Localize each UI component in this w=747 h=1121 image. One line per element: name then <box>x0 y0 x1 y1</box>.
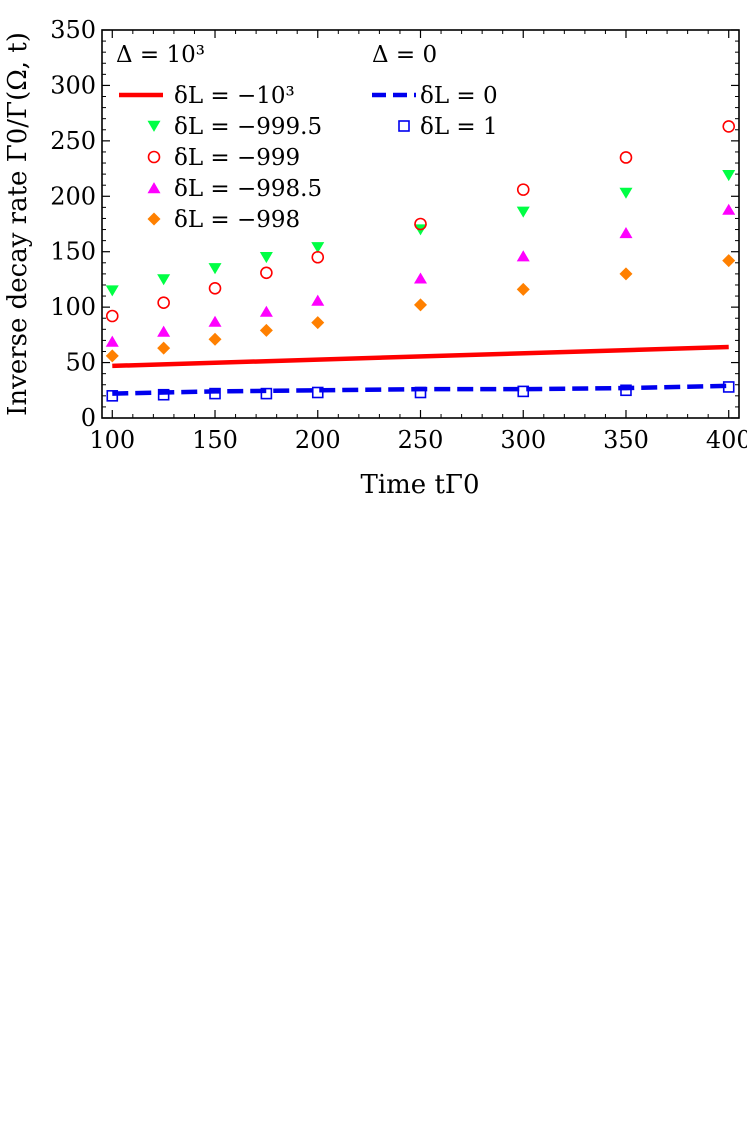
data-point-delta-l-minus-999 <box>208 281 222 295</box>
legend-label: δL = −999 <box>174 145 300 171</box>
legend-swatch <box>147 182 161 194</box>
data-point-delta-l-1 <box>620 384 632 397</box>
data-point-delta-l-minus-999 <box>619 151 633 164</box>
data-point-delta-l-1 <box>209 387 221 400</box>
x-tick-label: 100 <box>89 426 135 454</box>
y-tick-label: 300 <box>50 71 96 99</box>
data-point-delta-l-1 <box>517 385 530 398</box>
data-point-delta-l-minus-998.5 <box>157 325 171 337</box>
y-tick-label: 50 <box>65 349 96 377</box>
series-line-delta-l-0 <box>112 383 729 396</box>
series-line-delta-l-minus-10 <box>112 344 729 369</box>
legend-swatch <box>147 150 161 164</box>
data-point-delta-l-1 <box>157 388 170 401</box>
data-point-delta-l-minus-999.5 <box>259 252 273 264</box>
data-point-delta-l-minus-999.5 <box>157 274 171 286</box>
y-tick-label: 100 <box>50 293 96 321</box>
data-point-delta-l-minus-998 <box>105 349 119 363</box>
x-tick-label: 250 <box>398 426 444 454</box>
data-point-delta-l-minus-999 <box>311 250 325 264</box>
x-tick-label: 400 <box>706 426 747 454</box>
data-point-delta-l-minus-999 <box>722 120 736 133</box>
data-point-delta-l-minus-999.5 <box>311 242 325 254</box>
data-point-delta-l-minus-999.5 <box>722 170 736 182</box>
data-point-delta-l-1 <box>260 387 273 400</box>
data-point-delta-l-minus-998.5 <box>414 272 427 284</box>
data-point-delta-l-minus-998 <box>516 282 530 296</box>
data-point-delta-l-1 <box>414 386 427 399</box>
data-point-delta-l-minus-998.5 <box>208 315 222 327</box>
data-point-delta-l-minus-999.5 <box>619 187 633 199</box>
data-point-delta-l-minus-998 <box>414 298 427 312</box>
legend-label: δL = 0 <box>420 83 498 109</box>
legend-swatch <box>147 212 161 226</box>
legend-label: δL = 1 <box>420 114 498 140</box>
data-point-delta-l-minus-998 <box>259 323 273 337</box>
data-point-delta-l-minus-998 <box>619 267 633 281</box>
data-point-delta-l-minus-998.5 <box>722 203 736 215</box>
data-point-delta-l-1 <box>106 390 119 402</box>
data-point-delta-l-minus-999 <box>260 266 273 280</box>
x-tick-label: 300 <box>500 426 546 454</box>
data-point-delta-l-minus-998 <box>311 316 325 330</box>
legend-label: δL = −998 <box>174 207 300 233</box>
data-point-delta-l-1 <box>722 381 735 393</box>
data-point-delta-l-minus-998.5 <box>259 305 273 317</box>
data-point-delta-l-minus-998.5 <box>516 250 530 262</box>
x-tick-label: 150 <box>192 426 238 454</box>
legend-swatch <box>147 120 161 132</box>
x-tick-label: 350 <box>603 426 649 454</box>
legend-group-header: Δ = 0 <box>372 42 437 68</box>
legend-group-header: Δ = 10³ <box>116 42 205 68</box>
data-point-delta-l-minus-998 <box>722 254 736 268</box>
x-tick-label: 200 <box>295 426 341 454</box>
data-point-delta-l-minus-998 <box>157 341 171 355</box>
data-point-delta-l-minus-999 <box>157 296 170 310</box>
data-point-delta-l-minus-999 <box>414 217 427 231</box>
data-point-delta-l-minus-998.5 <box>311 294 325 306</box>
y-tick-label: 150 <box>50 238 96 266</box>
y-tick-label: 250 <box>50 127 96 155</box>
data-point-delta-l-minus-999.5 <box>105 285 119 297</box>
y-tick-label: 200 <box>50 182 96 210</box>
legend-swatch <box>398 120 410 132</box>
data-point-delta-l-minus-998.5 <box>619 227 633 239</box>
legend-label: δL = −10³ <box>174 83 295 109</box>
data-point-delta-l-minus-999 <box>516 183 530 196</box>
y-tick-label: 0 <box>81 404 96 432</box>
data-point-delta-l-minus-998.5 <box>105 335 119 347</box>
data-point-delta-l-minus-998 <box>208 332 222 346</box>
data-point-delta-l-minus-999.5 <box>208 263 222 275</box>
data-point-delta-l-minus-999 <box>105 309 119 323</box>
x-axis-label: Time tΓ0 <box>361 470 480 500</box>
y-axis-label: Inverse decay rate Γ0/Γ(Ω, t) <box>3 32 33 416</box>
y-tick-label: 350 <box>50 16 96 44</box>
legend-label: δL = −998.5 <box>174 176 322 202</box>
legend-label: δL = −999.5 <box>174 114 322 140</box>
data-point-delta-l-minus-999.5 <box>516 206 530 218</box>
data-point-delta-l-1 <box>311 386 324 399</box>
